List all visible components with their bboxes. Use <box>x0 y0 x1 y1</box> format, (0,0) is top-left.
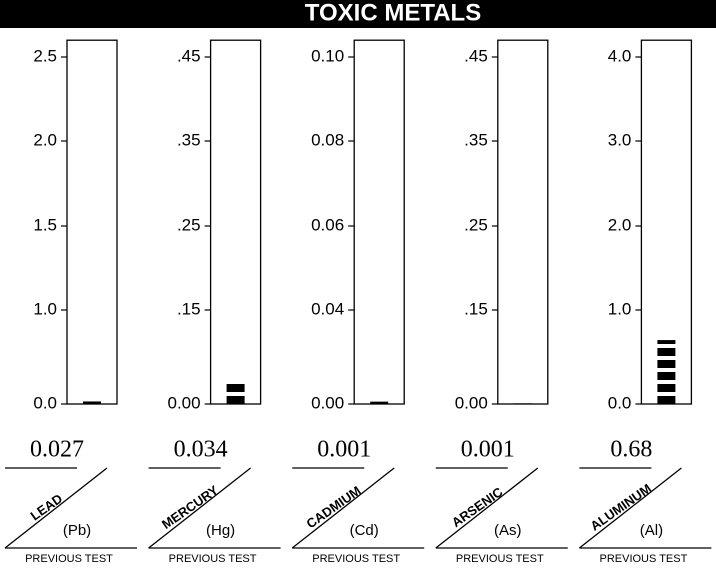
bar <box>513 403 532 404</box>
metal-symbol: (Hg) <box>206 522 235 539</box>
label-diagonal <box>291 467 395 549</box>
y-tick-label: 4.0 <box>608 46 632 65</box>
footer-label: PREVIOUS TEST <box>312 553 400 565</box>
metal-symbol: (Cd) <box>350 522 379 539</box>
y-tick-label: .35 <box>177 130 201 149</box>
scale-box <box>497 39 549 405</box>
y-tick-label: 1.0 <box>33 299 57 318</box>
y-tick-label: .15 <box>464 299 488 318</box>
y-tick-label: 0.00 <box>311 393 344 412</box>
scale-box <box>209 39 262 405</box>
title: TOXIC METALS <box>305 0 481 26</box>
value-label: 0.034 <box>174 437 228 463</box>
y-tick-label: 0.10 <box>311 46 344 65</box>
bar <box>83 401 101 404</box>
y-tick-label: .45 <box>177 46 201 65</box>
y-tick-label: 1.5 <box>33 215 57 234</box>
y-tick-label: .25 <box>464 215 488 234</box>
y-tick-label: 0.00 <box>168 393 201 412</box>
y-tick-label: .25 <box>177 215 201 234</box>
value-label: 0.001 <box>317 437 371 463</box>
bar <box>370 401 389 404</box>
y-tick-label: 3.0 <box>608 130 632 149</box>
title-bar <box>0 0 716 28</box>
y-tick-label: .45 <box>464 46 488 65</box>
label-diagonal <box>4 467 108 549</box>
value-label: 0.68 <box>610 437 652 463</box>
y-tick-label: 2.5 <box>33 46 57 65</box>
scale-box <box>353 39 405 405</box>
y-tick-label: 0.06 <box>311 215 344 234</box>
scale-box <box>66 39 118 405</box>
metal-symbol: (Al) <box>640 522 663 539</box>
label-diagonal <box>435 467 539 549</box>
label-diagonal <box>578 467 682 549</box>
y-tick-label: 0.08 <box>311 130 344 149</box>
y-tick-label: .15 <box>177 299 201 318</box>
value-label: 0.027 <box>30 437 84 463</box>
value-label: 0.001 <box>461 437 515 463</box>
footer-label: PREVIOUS TEST <box>456 553 544 565</box>
metal-symbol: (As) <box>494 522 522 539</box>
y-tick-label: 0.00 <box>455 393 488 412</box>
bar <box>226 382 245 404</box>
y-tick-label: 2.0 <box>608 215 632 234</box>
y-tick-label: 1.0 <box>608 299 632 318</box>
y-tick-label: 0.0 <box>608 393 632 412</box>
y-tick-label: 0.04 <box>311 299 344 318</box>
y-tick-label: 0.0 <box>33 393 57 412</box>
metal-symbol: (Pb) <box>63 522 91 539</box>
footer-label: PREVIOUS TEST <box>169 553 257 565</box>
y-tick-label: .35 <box>464 130 488 149</box>
bar <box>657 340 676 404</box>
y-tick-label: 2.0 <box>33 130 57 149</box>
label-diagonal <box>148 467 252 549</box>
footer-label: PREVIOUS TEST <box>599 553 687 565</box>
footer-label: PREVIOUS TEST <box>25 553 113 565</box>
metal-name: LEAD <box>28 491 66 524</box>
